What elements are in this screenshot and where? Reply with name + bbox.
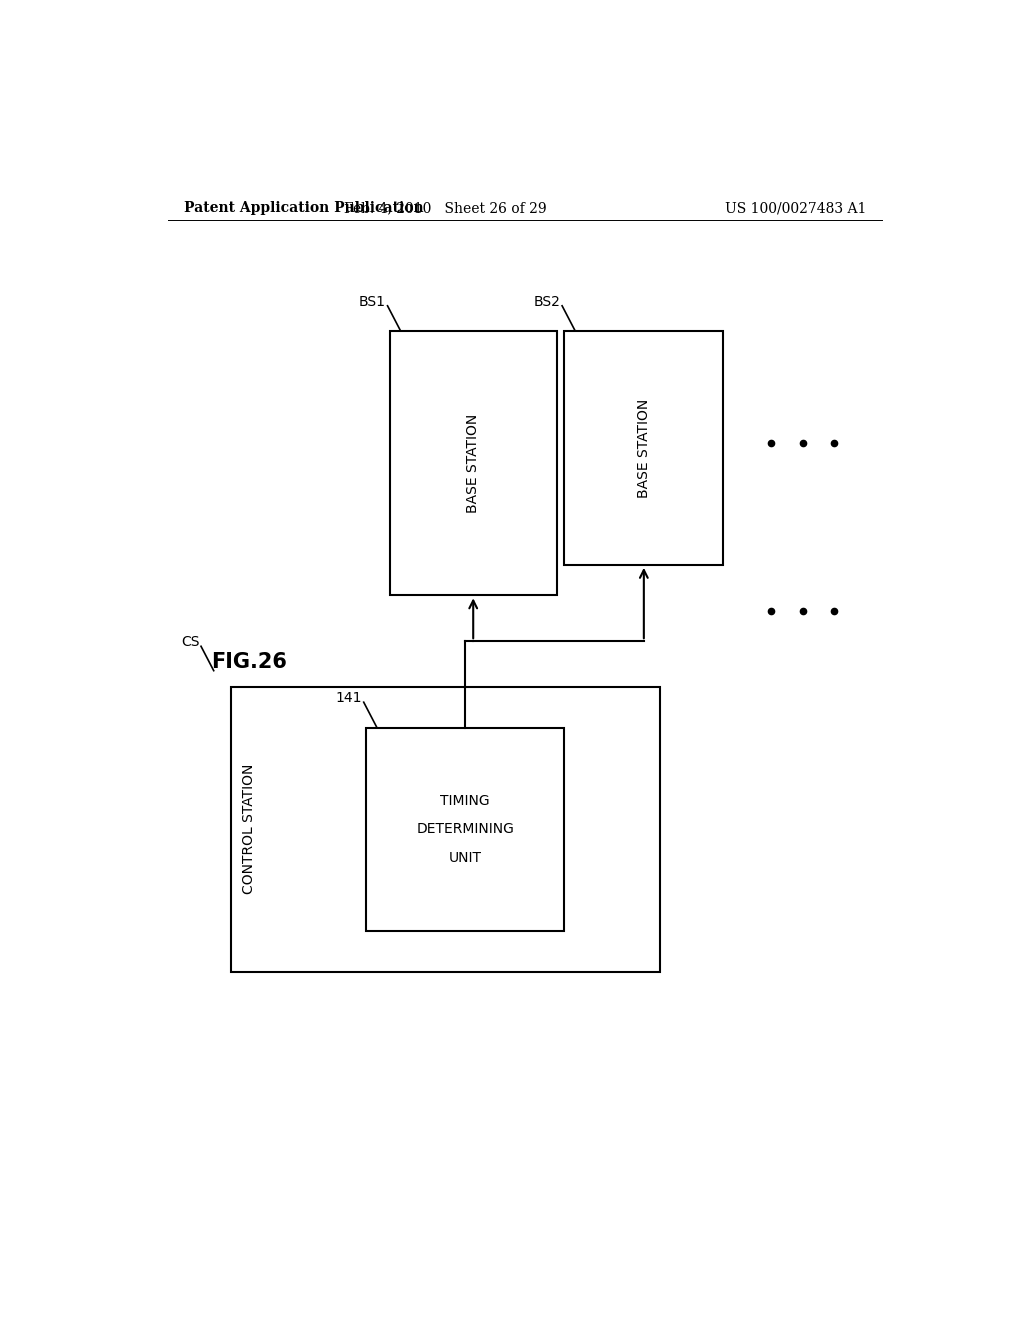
Text: TIMING: TIMING <box>440 793 490 808</box>
Text: 141: 141 <box>336 692 362 705</box>
Text: BASE STATION: BASE STATION <box>637 399 651 498</box>
Text: CONTROL STATION: CONTROL STATION <box>242 764 256 895</box>
Text: Patent Application Publication: Patent Application Publication <box>183 201 423 215</box>
Text: UNIT: UNIT <box>449 850 481 865</box>
Bar <box>564 331 723 565</box>
Text: US 100/0027483 A1: US 100/0027483 A1 <box>725 201 866 215</box>
Text: BASE STATION: BASE STATION <box>466 413 480 513</box>
Text: BS2: BS2 <box>534 294 560 309</box>
Bar <box>390 331 557 595</box>
Text: CS: CS <box>181 635 200 649</box>
Bar <box>231 686 659 972</box>
Text: Feb. 4, 2010   Sheet 26 of 29: Feb. 4, 2010 Sheet 26 of 29 <box>344 201 547 215</box>
Text: BS1: BS1 <box>359 294 386 309</box>
Text: FIG.26: FIG.26 <box>211 652 287 672</box>
Text: DETERMINING: DETERMINING <box>417 822 514 837</box>
Bar <box>367 727 564 931</box>
